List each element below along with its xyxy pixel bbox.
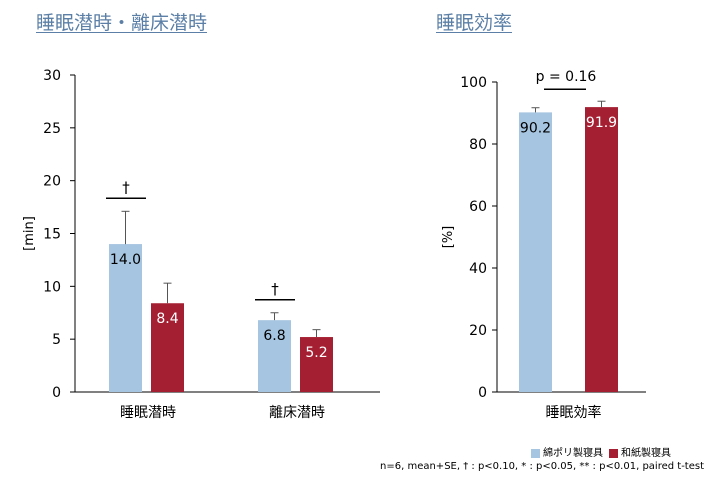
y-tick-label-efficiency: 80 <box>469 137 487 153</box>
data-label: 90.2 <box>520 120 551 136</box>
x-category-label-latency: 睡眠潜時 <box>120 405 176 421</box>
y-tick-label-latency: 20 <box>43 174 61 190</box>
y-tick-label-efficiency: 60 <box>469 199 487 215</box>
legend-label-washi: 和紙製寝具 <box>621 448 671 459</box>
y-tick-label-latency: 10 <box>43 279 61 295</box>
bar-washi <box>300 337 333 392</box>
p-value-annotation: p = 0.16 <box>536 69 597 85</box>
bar-cotton <box>258 320 291 392</box>
y-tick-label-efficiency: 100 <box>460 75 487 91</box>
y-tick-label-efficiency: 20 <box>469 323 487 339</box>
legend-swatch-cotton <box>531 448 540 458</box>
legend-item-cotton: 綿ポリ製寝具 <box>531 444 603 459</box>
y-tick-label-latency: 5 <box>52 332 61 348</box>
y-tick-label-latency: 30 <box>43 68 61 84</box>
bar-washi <box>585 107 618 393</box>
y-tick-label-efficiency: 40 <box>469 261 487 277</box>
chart-title-latency: 睡眠潜時・離床潜時 <box>36 12 208 34</box>
bar-washi <box>151 303 184 392</box>
chart-title-efficiency: 睡眠効率 <box>436 12 513 34</box>
legend-item-washi: 和紙製寝具 <box>609 444 671 459</box>
legend-swatch-washi <box>609 448 618 458</box>
data-label: 14.0 <box>110 252 141 268</box>
legend-label-cotton: 綿ポリ製寝具 <box>543 448 603 459</box>
data-label: 6.8 <box>263 328 285 344</box>
y-tick-label-latency: 15 <box>43 227 61 243</box>
legend: 綿ポリ製寝具 和紙製寝具 <box>531 444 671 459</box>
y-axis-label-efficiency: [%] <box>441 226 456 249</box>
y-tick-label-efficiency: 0 <box>478 385 487 401</box>
bar-cotton <box>519 112 552 392</box>
data-label: 5.2 <box>305 345 327 361</box>
y-tick-label-latency: 0 <box>52 385 61 401</box>
x-category-label-latency: 離床潜時 <box>269 404 325 421</box>
footnote: n=6, mean+SE, † : p<0.10, * : p<0.05, **… <box>380 461 704 472</box>
data-label: 8.4 <box>156 311 178 327</box>
x-category-label-efficiency: 睡眠効率 <box>546 404 602 421</box>
bar-cotton <box>109 244 142 392</box>
significance-marker: † <box>271 280 279 298</box>
y-tick-label-latency: 25 <box>43 121 61 137</box>
y-axis-label-latency: [min] <box>22 216 37 251</box>
significance-marker: † <box>122 178 130 196</box>
data-label: 91.9 <box>586 115 617 131</box>
